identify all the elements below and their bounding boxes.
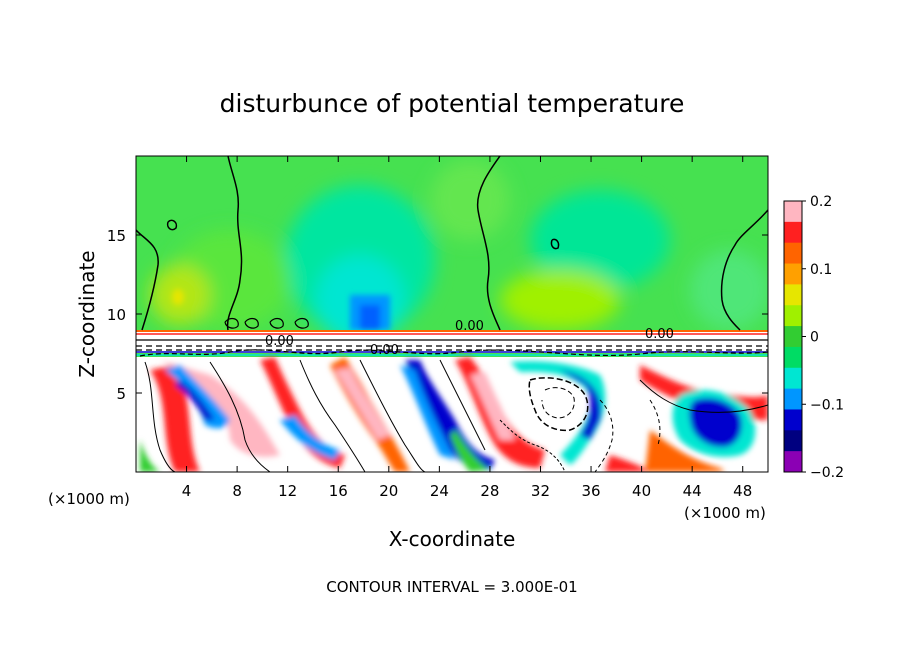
contour-interval-note: CONTOUR INTERVAL = 3.000E-01 <box>326 578 577 596</box>
x-tick-label: 32 <box>531 482 550 500</box>
x-tick-label: 20 <box>379 482 398 500</box>
upper-field-shading <box>150 160 768 345</box>
colorbar-tick-label: −0.2 <box>810 465 844 481</box>
x-tick-label: 12 <box>278 482 297 500</box>
colorbar-swatch <box>784 388 802 410</box>
x-unit-label-left: (×1000 m) <box>48 490 130 508</box>
x-tick-label: 48 <box>733 482 752 500</box>
colorbar-swatch <box>784 409 802 431</box>
colorbar-swatch <box>784 430 802 452</box>
colorbar-tick-label: 0.1 <box>810 262 832 278</box>
x-unit-label-right: (×1000 m) <box>684 504 766 522</box>
y-tick-label: 15 <box>107 227 126 245</box>
lower-contours <box>144 359 768 472</box>
x-tick-label: 36 <box>581 482 600 500</box>
x-axis-label: X-coordinate <box>389 527 516 551</box>
colorbar-swatch <box>784 451 802 473</box>
x-tick-label: 4 <box>182 482 192 500</box>
colorbar-ticks: 0.2 0.1 0 −0.1 −0.2 <box>802 194 844 481</box>
colorbar-swatch <box>784 367 802 390</box>
contour-label: 0.00 <box>455 319 484 334</box>
x-tick-label: 8 <box>232 482 242 500</box>
upper-contours <box>136 156 768 331</box>
colorbar-swatch <box>784 242 802 265</box>
colorbar-tick-label: −0.1 <box>810 397 844 413</box>
contour-label: 0.00 <box>265 334 294 349</box>
x-tick-label: 44 <box>683 482 702 500</box>
colorbar-swatch <box>784 221 802 244</box>
x-tick-label: 28 <box>480 482 499 500</box>
colorbar-swatch <box>784 201 802 223</box>
y-axis-label: Z-coordinate <box>75 250 99 377</box>
colorbar-tick-label: 0.2 <box>810 194 832 210</box>
y-tick-label: 5 <box>116 385 126 403</box>
colorbar <box>783 200 803 473</box>
inversion-layer <box>136 331 768 353</box>
heatmap-field: 0.00 0.00 0.00 0.00 <box>136 156 768 472</box>
x-tick-label: 40 <box>632 482 651 500</box>
colorbar-swatch <box>784 326 802 348</box>
contour-label: 0.00 <box>370 343 399 358</box>
upper-field-detail <box>172 289 390 330</box>
contour-label: 0.00 <box>645 327 674 342</box>
y-axis: 5 10 15 <box>107 227 768 403</box>
colorbar-swatch <box>784 263 802 285</box>
x-axis: 4 8 12 16 20 24 28 32 36 40 44 48 <box>182 156 752 500</box>
colorbar-tick-label: 0 <box>810 330 819 346</box>
colorbar-swatch <box>784 346 802 369</box>
inversion-contours <box>136 317 768 357</box>
y-tick-label: 10 <box>107 306 126 324</box>
lower-field-bands <box>140 357 768 472</box>
x-tick-label: 16 <box>329 482 348 500</box>
colorbar-swatch <box>784 305 802 327</box>
x-tick-label: 24 <box>430 482 449 500</box>
colorbar-swatch <box>784 284 802 306</box>
chart-title: disturbunce of potential temperature <box>220 89 685 118</box>
